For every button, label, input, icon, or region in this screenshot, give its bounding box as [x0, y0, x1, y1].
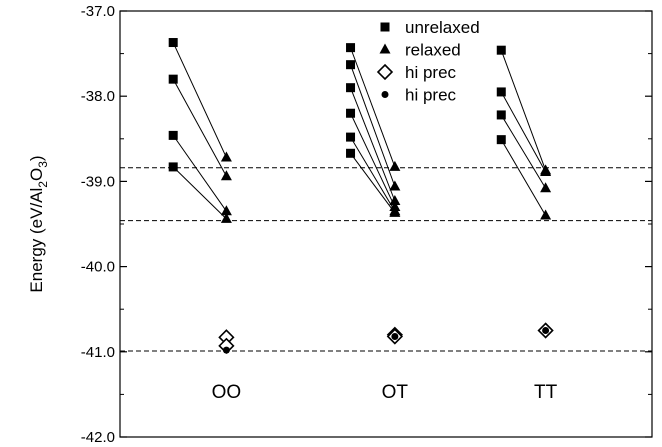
- unrelaxed-point: [346, 148, 356, 158]
- legend-label: hi prec: [405, 63, 457, 82]
- y-tick-label: -38.0: [81, 88, 115, 105]
- legend-label: relaxed: [405, 41, 461, 60]
- hi-prec-dot-point: [542, 327, 550, 334]
- relaxed-point: [389, 180, 401, 191]
- unrelaxed-point: [346, 83, 356, 93]
- connector-line: [172, 78, 227, 177]
- connector-line: [172, 135, 227, 212]
- unrelaxed-point: [496, 110, 506, 120]
- connector-line: [350, 113, 396, 208]
- relaxed-point: [220, 205, 232, 216]
- unrelaxed-point: [346, 132, 356, 142]
- category-label: TT: [534, 382, 558, 403]
- relaxed-point: [389, 194, 401, 205]
- legend-triangle-marker: [379, 43, 391, 54]
- connector-line: [172, 42, 227, 158]
- connector-line: [350, 136, 396, 212]
- y-tick-label: -39.0: [81, 173, 115, 190]
- connector-line: [500, 50, 547, 171]
- y-tick-label: -42.0: [81, 429, 115, 446]
- connector-line: [350, 87, 396, 202]
- unrelaxed-point: [168, 74, 178, 84]
- relaxed-point: [220, 151, 232, 162]
- unrelaxed-point: [496, 45, 506, 55]
- legend-label: unrelaxed: [405, 18, 480, 37]
- unrelaxed-point: [496, 87, 506, 97]
- relaxed-point: [389, 206, 401, 217]
- legend-dot-marker: [381, 91, 389, 98]
- y-axis-label: Energy (eV/Al2O3): [27, 155, 50, 292]
- legend-label: hi prec: [405, 86, 457, 105]
- connector-line: [500, 91, 547, 173]
- connector-line: [350, 64, 396, 187]
- relaxed-point: [220, 170, 232, 181]
- unrelaxed-point: [346, 108, 356, 118]
- relaxed-point: [220, 212, 232, 223]
- legend-square-marker: [380, 22, 390, 32]
- y-tick-label: -41.0: [81, 344, 115, 361]
- unrelaxed-point: [496, 135, 506, 145]
- relaxed-point: [540, 182, 552, 193]
- connector-line: [500, 114, 547, 189]
- y-axis-label-part: 2: [36, 181, 50, 188]
- unrelaxed-point: [168, 130, 178, 140]
- connector-line: [350, 152, 396, 214]
- unrelaxed-point: [168, 38, 178, 48]
- connector-line: [350, 47, 396, 168]
- legend: unrelaxed relaxed hi prec hi prec: [376, 18, 480, 105]
- unrelaxed-point: [168, 162, 178, 172]
- hi-prec-dot-point: [222, 346, 230, 354]
- hi-prec-dot-point: [391, 332, 399, 340]
- y-axis-label-part: Energy (eV/Al: [27, 188, 46, 293]
- y-tick-label: -40.0: [81, 259, 115, 276]
- y-axis-label-part: ): [27, 155, 46, 161]
- unrelaxed-point: [346, 43, 356, 53]
- relaxed-point: [389, 160, 401, 171]
- legend-diamond-marker: [376, 63, 394, 81]
- y-axis-label-part: 3: [36, 161, 50, 168]
- relaxed-point: [540, 166, 552, 177]
- y-axis: -42.0 -41.0 -40.0 -39.0 -38.0 -37.0: [81, 3, 652, 446]
- connector-line: [500, 139, 547, 216]
- connector-lines: [172, 42, 547, 220]
- group-labels: OO OT TT: [212, 382, 558, 403]
- connector-line: [172, 166, 227, 220]
- category-label: OT: [382, 382, 409, 403]
- y-axis-label-part: O: [27, 168, 46, 181]
- unrelaxed-point: [346, 60, 356, 70]
- category-label: OO: [212, 382, 242, 403]
- relaxed-point: [540, 209, 552, 220]
- y-tick-label: -37.0: [81, 3, 115, 20]
- data-points: [168, 38, 554, 354]
- reference-lines: [120, 167, 652, 352]
